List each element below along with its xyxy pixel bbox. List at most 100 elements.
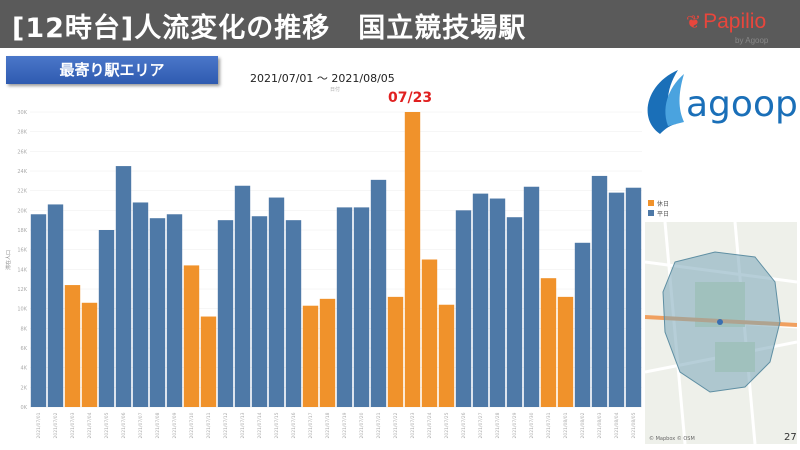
bar-2021/07/12 [217,220,234,407]
bar-2021/07/21 [370,179,387,407]
butterfly-icon: ❦ [686,12,702,32]
x-tick-label: 2021/07/14 [257,412,263,438]
y-tick-label: 28K [17,130,27,136]
y-tick-label: 14K [17,267,27,273]
bar-2021/07/23 [404,112,421,407]
bar-2021/07/05 [98,230,115,407]
x-tick-label: 2021/07/31 [546,412,552,438]
y-tick-label: 10K [17,307,27,313]
bar-2021/08/02 [574,242,591,407]
x-tick-label: 2021/07/05 [104,412,110,438]
bar-chart: 0K 2K 4K 6K 8K 10K 12K 14K 16K 18K 20K 22K 24K 26K 28K… [5,110,642,438]
x-tick-label: 2021/07/20 [359,412,365,438]
y-tick-label: 20K [17,208,27,214]
bar-2021/07/11 [200,316,217,407]
bar-2021/08/05 [625,187,642,407]
area-badge: 最寄り駅エリア [6,56,218,84]
bar-2021/07/24 [421,259,438,407]
agoop-logo: agoop [647,70,798,134]
y-tick-label: 4K [21,366,28,372]
x-tick-label: 2021/07/27 [478,412,484,438]
x-tick-label: 2021/07/23 [410,412,416,438]
bar-2021/07/28 [489,198,506,407]
bar-2021/07/10 [183,265,200,407]
y-tick-label: 2K [21,385,28,391]
x-tick-label: 2021/07/02 [53,412,59,438]
x-tick-label: 2021/07/18 [325,412,331,438]
svg-text:agoop: agoop [686,84,798,125]
axis-hint: 日付 [330,87,341,93]
legend-swatch [648,200,654,206]
x-tick-label: 2021/07/21 [376,412,382,438]
bar-2021/07/14 [251,216,268,407]
legend-label: 休日 [657,200,670,208]
x-tick-label: 2021/08/05 [631,412,637,438]
bar-2021/08/03 [591,175,608,407]
x-tick-label: 2021/08/02 [580,412,586,438]
x-tick-label: 2021/07/25 [444,412,450,438]
x-tick-label: 2021/07/11 [206,412,212,438]
bar-2021/08/01 [557,296,574,407]
x-tick-label: 2021/07/22 [393,412,399,438]
x-tick-label: 2021/07/08 [155,412,161,438]
x-tick-label: 2021/07/26 [461,412,467,438]
bar-2021/07/25 [438,304,455,407]
y-tick-label: 0K [21,405,28,411]
x-tick-label: 2021/07/17 [308,412,314,438]
x-tick-label: 2021/07/28 [495,412,501,438]
legend-item-holiday: 休日 [648,198,669,208]
legend-label: 平日 [657,210,670,218]
y-axis-label: 滞在人口 [5,250,12,270]
bar-2021/07/17 [302,305,319,407]
x-tick-label: 2021/08/04 [614,412,620,438]
brand-name: Papilio [703,10,767,33]
x-tick-label: 2021/07/10 [189,412,195,438]
papilio-logo: ❦Papilio [686,10,766,34]
bar-2021/08/04 [608,192,625,407]
y-tick-label: 16K [17,248,27,254]
legend-item-weekday: 平日 [648,208,669,218]
bar-2021/07/07 [132,202,149,407]
legend-swatch [648,210,654,216]
x-tick-label: 2021/07/19 [342,412,348,438]
y-tick-label: 8K [21,326,28,332]
y-tick-label: 18K [17,228,27,234]
y-tick-label: 22K [17,189,27,195]
bar-2021/07/03 [64,285,81,407]
y-tick-label: 24K [17,169,27,175]
bar-2021/07/26 [455,210,472,407]
y-tick-label: 26K [17,149,27,155]
bar-2021/07/01 [30,214,47,407]
x-tick-label: 2021/07/06 [121,412,127,438]
x-tick-label: 2021/07/15 [274,412,280,438]
bar-2021/07/15 [268,197,285,407]
header-bar: [12時台]人流変化の推移 国立競技場駅 ❦Papilio by Agoop [0,0,800,48]
x-tick-label: 2021/07/29 [512,412,518,438]
x-tick-label: 2021/07/01 [36,412,42,438]
x-tick-label: 2021/07/30 [529,412,535,438]
x-tick-label: 2021/07/24 [427,412,433,438]
x-tick-label: 2021/08/01 [563,412,569,438]
date-range: 2021/07/01 〜 2021/08/05 [250,72,395,85]
bar-2021/07/27 [472,193,489,407]
x-tick-label: 2021/07/09 [172,412,178,438]
bar-2021/07/16 [285,220,302,407]
x-tick-label: 2021/07/13 [240,412,246,438]
bar-2021/07/04 [81,302,98,407]
bar-2021/07/09 [166,214,183,407]
bar-2021/07/06 [115,166,132,407]
x-tick-label: 2021/07/12 [223,412,229,438]
bar-2021/07/30 [523,186,540,407]
y-tick-label: 12K [17,287,27,293]
x-tick-label: 2021/07/16 [291,412,297,438]
page-title: [12時台]人流変化の推移 国立競技場駅 [12,13,527,44]
x-tick-label: 2021/08/03 [597,412,603,438]
x-tick-label: 2021/07/03 [70,412,76,438]
legend: 休日 平日 [648,198,669,218]
bar-2021/07/08 [149,218,166,407]
bar-2021/07/18 [319,298,336,407]
x-tick-label: 2021/07/04 [87,412,93,438]
bar-2021/07/02 [47,204,64,407]
bar-2021/07/22 [387,296,404,407]
x-tick-label: 2021/07/07 [138,412,144,438]
